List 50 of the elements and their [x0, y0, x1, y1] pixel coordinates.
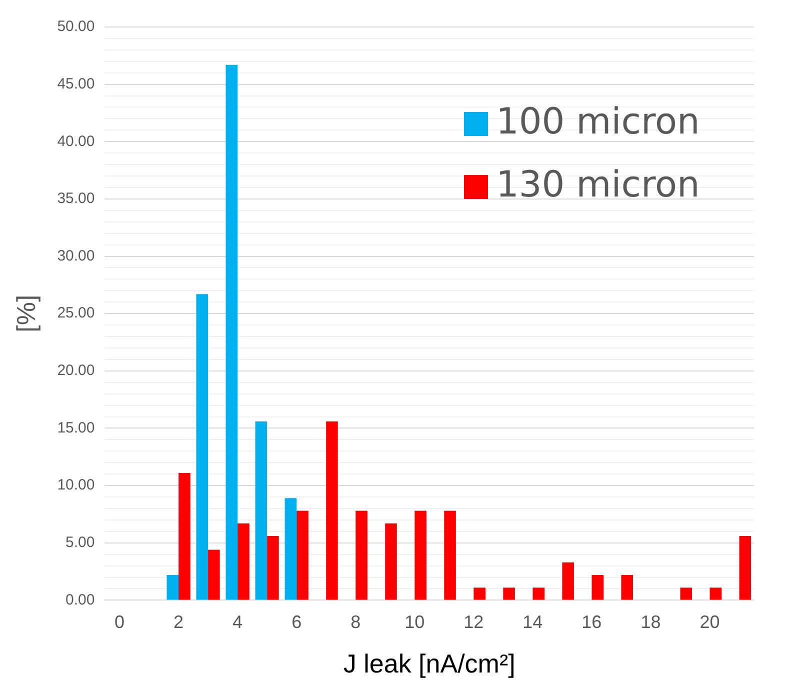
bar	[592, 574, 604, 600]
x-tick-label: 18	[640, 612, 661, 632]
y-tick-label: 35.00	[57, 190, 95, 208]
bar	[680, 588, 692, 600]
bar	[621, 574, 633, 600]
y-tick-label: 15.00	[57, 419, 95, 436]
bar	[562, 562, 574, 600]
x-tick-label: 2	[174, 612, 184, 632]
bar	[739, 536, 752, 600]
x-tick-label: 8	[350, 612, 361, 632]
x-tick-label: 10	[404, 612, 425, 632]
x-tick-label: 16	[582, 612, 602, 632]
bar	[326, 421, 338, 600]
x-tick-label: 14	[522, 612, 543, 632]
bar	[238, 523, 250, 600]
bar	[710, 588, 722, 600]
x-tick-label: 12	[464, 612, 484, 632]
bar	[385, 523, 397, 600]
bar	[356, 510, 368, 600]
bar	[296, 510, 308, 600]
y-axis-title: [%]	[10, 294, 41, 332]
x-axis-title: J leak [nA/cm²]	[343, 648, 516, 679]
x-tick-label: 0	[114, 612, 124, 632]
y-tick-label: 50.00	[57, 18, 95, 36]
bar	[284, 498, 297, 600]
bar	[503, 588, 515, 600]
y-tick-label: 40.00	[57, 132, 95, 150]
bar	[166, 574, 179, 600]
y-tick-label: 5.00	[66, 534, 95, 552]
bar	[255, 421, 268, 600]
y-tick-label: 25.00	[57, 304, 95, 322]
bar	[196, 294, 208, 600]
bar	[444, 510, 456, 600]
x-tick-label: 6	[292, 612, 302, 632]
x-tick-label: 20	[700, 612, 720, 632]
y-tick-label: 20.00	[57, 362, 95, 380]
x-tick-label: 4	[232, 612, 243, 632]
bar	[178, 472, 190, 600]
bar	[532, 588, 544, 600]
bar	[226, 64, 238, 600]
y-tick-label: 0.00	[66, 591, 95, 608]
legend-label: 130 micron	[496, 164, 700, 206]
y-tick-label: 30.00	[57, 247, 95, 264]
bar	[414, 510, 426, 600]
y-tick-label: 10.00	[57, 476, 95, 494]
bar	[208, 550, 220, 600]
legend-label: 100 micron	[496, 101, 700, 142]
y-tick-label: 45.00	[57, 75, 95, 92]
bar	[267, 536, 279, 600]
bar	[474, 588, 486, 600]
